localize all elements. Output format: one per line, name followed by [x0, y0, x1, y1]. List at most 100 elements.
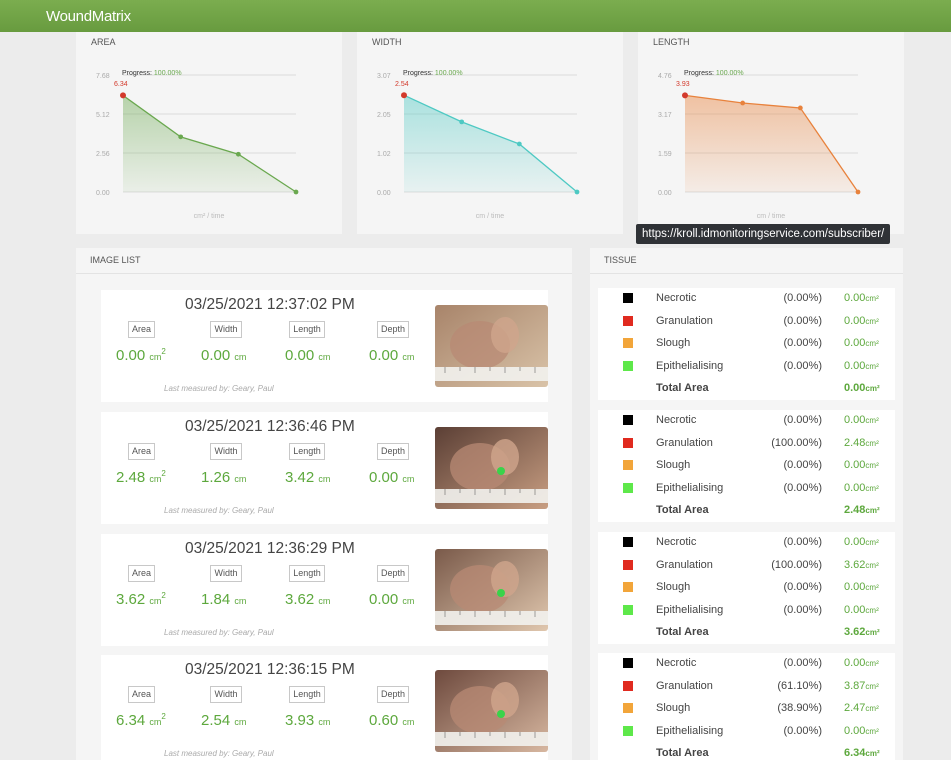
- url-tooltip: https://kroll.idmonitoringservice.com/su…: [636, 224, 891, 244]
- total-area-label: Total Area: [656, 382, 709, 395]
- data-point[interactable]: [516, 141, 522, 147]
- tissue-name: Slough: [656, 337, 691, 350]
- tissue-row: Granulation (100.00%) 3.62cm²: [598, 555, 895, 577]
- tissue-area: 2.47cm²: [844, 702, 879, 715]
- data-point[interactable]: [797, 105, 803, 111]
- tissue-row: Granulation (100.00%) 2.48cm²: [598, 433, 895, 455]
- y-tick-label: 2.56: [96, 151, 110, 158]
- image-card[interactable]: 03/25/2021 12:36:46 PM Area 2.48 cm2 Width 1…: [101, 412, 548, 524]
- data-point[interactable]: [293, 189, 299, 195]
- tissue-row: Epithelialising (0.00%) 0.00cm²: [598, 478, 895, 500]
- y-tick-label: 1.59: [658, 151, 672, 158]
- area-value: 2.48 cm2: [116, 469, 166, 486]
- tissue-percent: (100.00%): [771, 436, 822, 449]
- data-point[interactable]: [574, 189, 580, 195]
- tissue-color-swatch: [623, 725, 633, 736]
- data-point[interactable]: [459, 119, 465, 125]
- tissue-row: Epithelialising (0.00%) 0.00cm²: [598, 356, 895, 378]
- depth-value: 0.00 cm: [369, 591, 415, 608]
- tissue-color-swatch: [623, 703, 633, 714]
- width-value: 1.26 cm: [201, 469, 247, 486]
- tissue-area: 3.87cm²: [844, 679, 879, 692]
- wound-photo[interactable]: [435, 427, 548, 509]
- depth-value: 0.00 cm: [369, 469, 415, 486]
- area-value: 6.34 cm2: [116, 712, 166, 729]
- measurement-date: 03/25/2021 12:37:02 PM: [185, 296, 355, 313]
- depth-label: Depth: [377, 443, 409, 460]
- area-label: Area: [128, 686, 155, 703]
- tissue-percent: (0.00%): [783, 724, 822, 737]
- tissue-area: 0.00cm²: [844, 657, 879, 669]
- tissue-area: 3.62cm²: [844, 558, 879, 571]
- y-tick-label: 0.00: [658, 190, 672, 197]
- tissue-area: 0.00cm²: [844, 603, 879, 616]
- tissue-row: Necrotic (0.00%) 0.00cm²: [598, 288, 895, 310]
- length-value: 3.42 cm: [285, 469, 331, 486]
- width-label: Width: [210, 321, 242, 338]
- tissue-area: 2.48cm²: [844, 436, 879, 449]
- tissue-percent: (0.00%): [783, 292, 822, 304]
- depth-value: 0.60 cm: [369, 712, 415, 729]
- data-point[interactable]: [682, 92, 688, 99]
- tissue-row: Necrotic (0.00%) 0.00cm²: [598, 653, 895, 675]
- data-point[interactable]: [120, 92, 126, 99]
- tissue-color-swatch: [623, 437, 633, 448]
- tissue-color-swatch: [623, 604, 633, 615]
- tissue-color-swatch: [623, 360, 633, 371]
- tissue-color-swatch: [623, 559, 633, 570]
- area-label: Area: [128, 443, 155, 460]
- app-logo[interactable]: WoundMatrix: [46, 8, 131, 25]
- tissue-row: Slough (0.00%) 0.00cm²: [598, 455, 895, 477]
- tissue-area: 0.00cm²: [844, 581, 879, 594]
- image-card[interactable]: 03/25/2021 12:36:29 PM Area 3.62 cm2 Width 1…: [101, 534, 548, 646]
- wound-photo[interactable]: [435, 549, 548, 631]
- tissue-name: Slough: [656, 702, 691, 715]
- tissue-card: Necrotic (0.00%) 0.00cm² Granulation (61…: [598, 653, 895, 760]
- tissue-title: TISSUE: [590, 248, 903, 274]
- y-tick-label: 5.12: [96, 112, 110, 119]
- last-measured-by: Last measured by: Geary, Paul: [164, 628, 274, 637]
- tissue-area: 0.00cm²: [844, 536, 879, 548]
- data-point[interactable]: [855, 189, 861, 195]
- y-tick-label: 3.17: [658, 112, 672, 119]
- tissue-color-swatch: [623, 460, 633, 471]
- tissue-panel: TISSUE Necrotic (0.00%) 0.00cm² Granulat…: [590, 248, 903, 760]
- image-card[interactable]: 03/25/2021 12:37:02 PM Area 0.00 cm2 Width 0…: [101, 290, 548, 402]
- wound-photo[interactable]: [435, 305, 548, 387]
- first-point-label: 6.34: [114, 81, 128, 88]
- data-point[interactable]: [235, 151, 241, 157]
- total-area-value: 2.48cm²: [844, 504, 880, 517]
- tissue-area: 0.00cm²: [844, 337, 879, 350]
- tissue-name: Slough: [656, 581, 691, 594]
- image-list-panel: IMAGE LIST 03/25/2021 12:37:02 PM Area 0.0…: [76, 248, 572, 760]
- progress-label: Progress: 100.00%: [122, 70, 182, 77]
- image-card[interactable]: 03/25/2021 12:36:15 PM Area 6.34 cm2 Width 2…: [101, 655, 548, 760]
- tissue-name: Slough: [656, 459, 691, 472]
- tissue-color-swatch: [623, 338, 633, 349]
- area-value: 0.00 cm2: [116, 347, 166, 364]
- wound-photo[interactable]: [435, 670, 548, 752]
- series-line: [403, 94, 578, 193]
- data-point[interactable]: [401, 92, 407, 99]
- first-point-label: 3.93: [676, 81, 690, 88]
- tissue-row: Slough (0.00%) 0.00cm²: [598, 333, 895, 355]
- data-point[interactable]: [178, 134, 184, 140]
- area-label: Area: [128, 565, 155, 582]
- area-value: 3.62 cm2: [116, 591, 166, 608]
- tissue-card: Necrotic (0.00%) 0.00cm² Granulation (0.…: [598, 288, 895, 400]
- data-point[interactable]: [740, 100, 746, 106]
- chart-title: WIDTH: [372, 37, 402, 47]
- chart-title: LENGTH: [653, 37, 690, 47]
- tissue-area: 0.00cm²: [844, 314, 879, 327]
- tissue-color-swatch: [623, 415, 633, 425]
- y-tick-label: 0.00: [96, 190, 110, 197]
- tissue-color-swatch: [623, 482, 633, 493]
- tissue-name: Epithelialising: [656, 481, 724, 494]
- measurement-date: 03/25/2021 12:36:46 PM: [185, 418, 355, 435]
- tissue-percent: (100.00%): [771, 558, 822, 571]
- top-bar: WoundMatrix: [0, 0, 951, 32]
- length-chart-panel: LENGTH 4.76 3.17 1.59 0.00 Progress: 100.00%…: [638, 32, 904, 234]
- y-tick-label: 4.76: [658, 73, 672, 80]
- tissue-row: Necrotic (0.00%) 0.00cm²: [598, 532, 895, 554]
- tissue-name: Granulation: [656, 679, 713, 692]
